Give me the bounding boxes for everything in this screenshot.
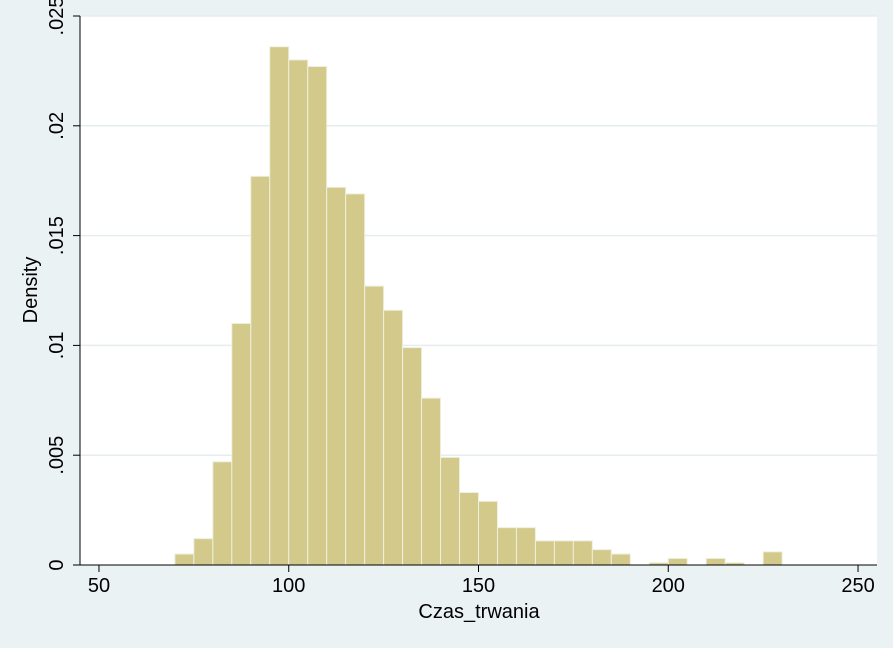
histogram-bar-25 [667,557,688,566]
y-tick-label-1: .005 [46,436,68,475]
y-tick-label-3: .015 [46,216,68,255]
y-tick-label-2: .01 [46,331,68,359]
histogram-bar-3 [231,322,252,566]
histogram-bars [174,46,783,566]
histogram-bar-21 [572,540,593,566]
histogram-bar-5 [269,46,290,566]
grid-lines [80,15,877,456]
histogram-bar-19 [534,540,555,566]
x-axis-label: Czas_trwania [418,601,540,623]
histogram-bar-6 [288,59,309,566]
histogram-bar-17 [496,527,517,566]
histogram-bar-22 [591,549,612,566]
histogram-bar-14 [440,456,461,566]
plot-area [80,16,877,565]
histogram-bar-11 [383,309,404,566]
x-tick-label-1: 100 [272,575,305,597]
histogram-bar-26 [705,557,726,566]
histogram-bar-28 [762,551,783,566]
y-tick-label-5: .025 [46,0,68,35]
histogram-bar-4 [250,175,271,566]
y-axis-ticks: 0 .005 .01 .015 .02 .025 [46,0,80,571]
histogram-bar-15 [459,492,479,566]
x-axis-ticks: 50 100 150 200 250 [88,565,875,597]
x-tick-label-0: 50 [88,575,110,597]
histogram-bar-10 [364,285,385,566]
x-tick-label-3: 200 [652,575,685,597]
histogram-bar-1 [193,538,214,566]
histogram-bar-16 [478,500,498,566]
x-tick-label-4: 250 [841,575,874,597]
histogram-bar-18 [515,527,536,566]
y-tick-label-4: .02 [46,112,68,140]
y-tick-label-0: 0 [46,559,68,570]
histogram-bar-23 [610,553,631,566]
histogram-bar-20 [553,540,574,566]
histogram-bar-8 [326,186,347,566]
histogram-bar-0 [174,553,195,566]
y-axis-label: Density [20,257,42,324]
histogram-bar-13 [421,397,442,566]
histogram-bar-9 [345,193,366,566]
histogram-bar-12 [402,347,423,566]
x-tick-label-2: 150 [462,575,495,597]
histogram-bar-7 [307,66,328,566]
histogram-bar-2 [212,461,233,566]
